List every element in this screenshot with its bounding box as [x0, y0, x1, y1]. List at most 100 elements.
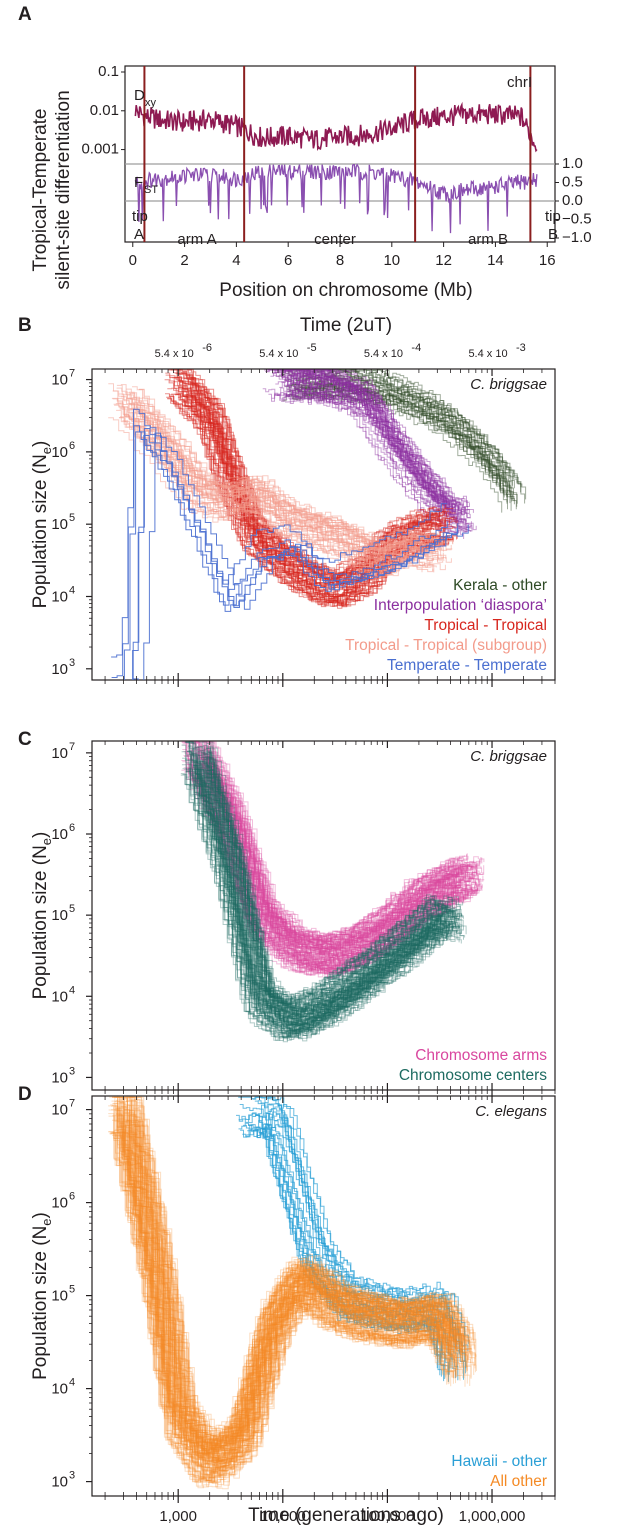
- trace: [186, 741, 441, 1007]
- trace: [137, 1121, 476, 1473]
- ylabel-close-paren: ): [30, 832, 51, 838]
- trace: [290, 384, 511, 504]
- trace: [114, 1109, 453, 1459]
- a-x-tick-label-3: 6: [284, 252, 292, 269]
- y-tick-label-exponent: 3: [69, 1065, 75, 1077]
- y-tick-label-exponent: 5: [69, 903, 75, 915]
- y-tick-label-exponent: 3: [69, 1470, 75, 1482]
- trace: [206, 743, 461, 1007]
- trace: [123, 1108, 462, 1460]
- trace: [200, 766, 455, 1038]
- region-label-tip-b-line2: B: [548, 226, 558, 243]
- trace: [203, 773, 458, 1036]
- trace: [188, 768, 443, 1034]
- trace: [287, 377, 471, 519]
- trace: [134, 1109, 473, 1462]
- trace: [127, 1096, 466, 1449]
- trace: [194, 741, 468, 942]
- trace: [129, 1118, 468, 1475]
- species-label: C. briggsae: [470, 748, 547, 765]
- trace: [124, 1109, 462, 1458]
- x-tick-label: 10,000: [260, 1508, 306, 1525]
- a-left-tick-label-0: 0.1: [98, 63, 119, 80]
- trace: [138, 1105, 477, 1454]
- trace: [113, 1130, 452, 1489]
- trace: [121, 1106, 459, 1456]
- trace: [128, 1112, 466, 1466]
- trace: [210, 772, 466, 1035]
- panel-a-ylabel-line1: Tropical-Temperate: [30, 109, 51, 272]
- trace: [111, 425, 448, 678]
- trace: [204, 761, 460, 1027]
- trace: [207, 766, 462, 1030]
- trace: [118, 1097, 457, 1444]
- top-tick-label: 5.4 x 10: [468, 348, 507, 360]
- trace: [211, 756, 485, 966]
- trace: [115, 1108, 453, 1463]
- panel-d-ylabel: Population size (Ne): [30, 1212, 54, 1380]
- trace: [108, 1131, 446, 1483]
- y-tick-label: 10: [51, 1195, 68, 1212]
- trace: [188, 753, 462, 956]
- trace: [193, 762, 449, 1026]
- trace: [208, 763, 481, 968]
- trace: [113, 1107, 451, 1456]
- trace: [195, 741, 468, 942]
- trace: [129, 1099, 467, 1452]
- trace: [197, 751, 452, 1016]
- x-tick-label: 100,000: [360, 1508, 414, 1525]
- trace: [136, 1119, 475, 1476]
- trace: [202, 758, 457, 1020]
- trace: [193, 768, 467, 966]
- trace: [201, 741, 475, 945]
- trace: [165, 372, 432, 584]
- trace: [202, 749, 458, 1019]
- trace: [199, 750, 455, 1017]
- trace: [111, 408, 448, 658]
- legend-entry: All other: [490, 1473, 547, 1490]
- trace: [297, 388, 518, 507]
- y-tick-label: 10: [51, 588, 68, 605]
- trace: [293, 384, 514, 499]
- x-tick-label: 1,000,000: [459, 1508, 526, 1525]
- trace: [202, 741, 457, 1007]
- trace: [183, 767, 457, 966]
- trace: [200, 741, 473, 950]
- trace: [185, 741, 440, 1006]
- y-tick-label: 10: [51, 1069, 68, 1086]
- trace: [135, 1096, 474, 1447]
- trace: [183, 771, 457, 971]
- trace: [201, 756, 475, 957]
- trace: [198, 758, 471, 964]
- trace: [306, 382, 527, 500]
- trace: [206, 757, 461, 1025]
- trace: [188, 768, 443, 1032]
- trace: [274, 369, 458, 509]
- trace: [183, 769, 457, 972]
- trace: [116, 1096, 455, 1454]
- trace: [206, 758, 461, 1026]
- y-tick-label: 10: [51, 1381, 68, 1398]
- trace: [196, 745, 452, 1011]
- trace: [185, 768, 459, 971]
- trace: [208, 745, 482, 952]
- trace: [111, 1105, 449, 1457]
- trace: [187, 764, 461, 970]
- trace: [207, 756, 462, 1020]
- trace: [285, 369, 468, 508]
- trace: [279, 380, 463, 522]
- y-tick-label-exponent: 6: [69, 440, 75, 452]
- trace: [123, 1096, 462, 1445]
- trace: [129, 1109, 467, 1464]
- panel-a-plot: 0.1 0.01 0.001 1.0 0.50.0 −0.5−1.0 0 2 4 6 8 10 12 14…: [81, 63, 591, 269]
- y-tick-label-exponent: 3: [69, 657, 75, 669]
- trace: [209, 757, 464, 1026]
- trace: [290, 374, 474, 513]
- trace: [287, 369, 470, 503]
- trace: [116, 1132, 454, 1482]
- trace: [273, 369, 456, 509]
- top-tick-label: 5.4 x 10: [259, 348, 298, 360]
- trace: [130, 1115, 468, 1459]
